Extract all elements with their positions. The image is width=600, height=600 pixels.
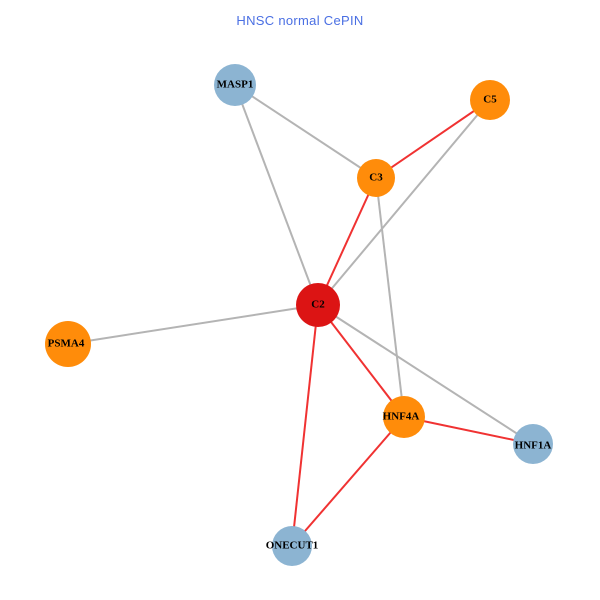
- node-c5[interactable]: C5: [470, 80, 510, 120]
- node-circle-c3[interactable]: [357, 159, 395, 197]
- edge-c2-onecut1: [291, 304, 319, 547]
- edge-c2-hnf4a: [317, 304, 405, 418]
- node-c2[interactable]: C2: [296, 283, 340, 327]
- node-onecut1[interactable]: ONECUT1: [266, 526, 319, 566]
- node-circle-onecut1[interactable]: [272, 526, 312, 566]
- node-circle-c5[interactable]: [470, 80, 510, 120]
- edge-c3-c5: [375, 99, 491, 179]
- node-label-c3: C3: [369, 172, 383, 184]
- node-masp1[interactable]: MASP1: [214, 64, 256, 106]
- node-label-c5: C5: [483, 94, 497, 106]
- edge-c2-hnf1a: [317, 304, 534, 445]
- node-hnf1a[interactable]: HNF1A: [513, 424, 553, 464]
- node-label-psma4: PSMA4: [48, 338, 85, 350]
- node-psma4[interactable]: PSMA4: [45, 321, 91, 367]
- edge-masp1-c3: [234, 84, 377, 179]
- node-label-masp1: MASP1: [217, 79, 254, 91]
- page-title: HNSC normal CePIN: [236, 13, 364, 28]
- node-circle-c2[interactable]: [296, 283, 340, 327]
- node-circle-psma4[interactable]: [45, 321, 91, 367]
- node-circle-hnf4a[interactable]: [383, 396, 425, 438]
- edge-masp1-c2: [234, 84, 319, 306]
- node-label-hnf4a: HNF4A: [383, 411, 420, 423]
- edge-c3-c2: [317, 177, 377, 306]
- node-circle-masp1[interactable]: [214, 64, 256, 106]
- node-label-onecut1: ONECUT1: [266, 540, 319, 552]
- edge-c2-psma4: [67, 304, 319, 345]
- edge-hnf4a-onecut1: [291, 416, 405, 547]
- edge-c3-hnf4a: [375, 177, 405, 418]
- edge-c5-c2: [317, 99, 491, 306]
- node-circle-hnf1a[interactable]: [513, 424, 553, 464]
- node-c3[interactable]: C3: [357, 159, 395, 197]
- node-label-hnf1a: HNF1A: [515, 440, 552, 452]
- edge-hnf4a-hnf1a: [403, 416, 534, 445]
- node-label-c2: C2: [311, 299, 325, 311]
- node-hnf4a[interactable]: HNF4A: [383, 396, 425, 438]
- edge-layer: [67, 84, 534, 547]
- node-layer: MASP1 C5 C3 C2 PSMA4 HNF4A HNF1A ONECUT1: [45, 64, 553, 566]
